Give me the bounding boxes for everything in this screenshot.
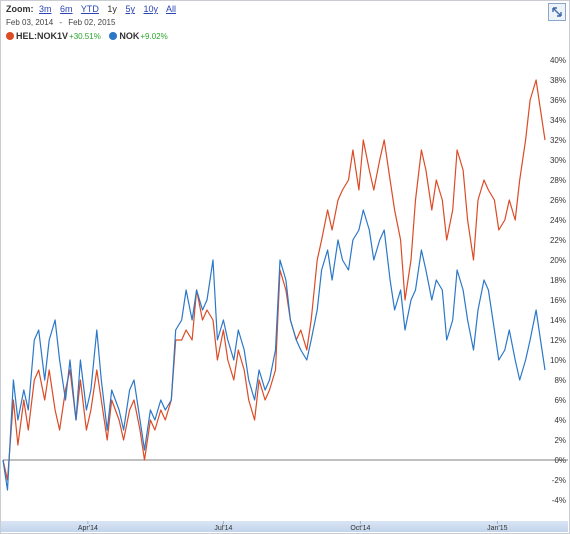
legend-item-nok[interactable]: NOK +9.02% <box>109 31 168 41</box>
legend-dot-hel-nok1v <box>6 32 14 40</box>
x-tick-label: Jul'14 <box>214 525 232 532</box>
chart-series <box>2 79 546 491</box>
y-tick-label: 16% <box>550 296 566 305</box>
y-tick-label: 28% <box>550 176 566 185</box>
series-line-hel-nok1v[interactable] <box>2 79 546 481</box>
y-tick-label: 2% <box>554 436 566 445</box>
y-tick-label: 4% <box>554 416 566 425</box>
zoom-option-1y[interactable]: 1y <box>107 4 117 14</box>
y-tick-label: 26% <box>550 196 566 205</box>
y-tick-label: 24% <box>550 216 566 225</box>
y-tick-label: 22% <box>550 236 566 245</box>
series-line-nok[interactable] <box>2 209 546 491</box>
y-tick-label: 0% <box>554 456 566 465</box>
y-tick-label: 18% <box>550 276 566 285</box>
y-tick-label: 14% <box>550 316 566 325</box>
y-tick-label: -4% <box>552 496 566 505</box>
x-tick-label: Apr'14 <box>78 525 98 532</box>
date-range-separator: - <box>59 18 63 27</box>
y-tick-label: 34% <box>550 116 566 125</box>
legend-change-nok: +9.02% <box>140 31 168 41</box>
legend-change-hel-nok1v: +30.51% <box>69 31 101 41</box>
zoom-option-all[interactable]: All <box>166 4 177 14</box>
zoom-option-ytd[interactable]: YTD <box>80 4 99 14</box>
zoom-option-3m[interactable]: 3m <box>39 4 52 14</box>
date-range-end[interactable]: Feb 02, 2015 <box>68 18 116 27</box>
y-tick-label: 32% <box>550 136 566 145</box>
time-navigator[interactable] <box>1 521 568 532</box>
y-tick-label: 20% <box>550 256 566 265</box>
y-tick-label: 38% <box>550 76 566 85</box>
x-tick-label: Jan'15 <box>487 525 508 532</box>
y-tick-label: 8% <box>554 376 566 385</box>
y-tick-label: 10% <box>550 356 566 365</box>
expand-button[interactable] <box>548 3 566 21</box>
y-tick-label: 12% <box>550 336 566 345</box>
y-tick-label: 6% <box>554 396 566 405</box>
y-axis: -4% -2% 0% 2% 4% 6% 8% 10% 12% 14% 16% 18% 20% 22% 24%… <box>550 56 566 505</box>
zoom-option-5y[interactable]: 5y <box>125 4 135 14</box>
date-range-start[interactable]: Feb 03, 2014 <box>6 18 54 27</box>
y-tick-label: 40% <box>550 56 566 65</box>
legend-item-hel-nok1v[interactable]: HEL:NOK1V +30.51% <box>6 31 101 41</box>
legend-dot-nok <box>109 32 118 40</box>
legend-name-hel-nok1v: HEL:NOK1V <box>16 31 69 41</box>
legend: HEL:NOK1V +30.51% NOK +9.02% <box>6 31 174 42</box>
zoom-bar: Zoom: 3m 6m YTD 1y 5y 10y All <box>6 4 182 14</box>
zoom-label: Zoom: <box>6 4 34 14</box>
x-tick-label: Oct'14 <box>350 525 370 532</box>
x-axis: Apr'14 Jul'14 Oct'14 Jan'15 <box>78 521 508 532</box>
y-tick-label: 30% <box>550 156 566 165</box>
zoom-option-10y[interactable]: 10y <box>143 4 158 14</box>
expand-diagonal-icon <box>552 7 562 17</box>
date-range: Feb 03, 2014 - Feb 02, 2015 <box>6 18 119 27</box>
legend-name-nok: NOK <box>119 31 140 41</box>
y-tick-label: 36% <box>550 96 566 105</box>
y-tick-label: -2% <box>552 476 566 485</box>
zoom-option-6m[interactable]: 6m <box>60 4 73 14</box>
